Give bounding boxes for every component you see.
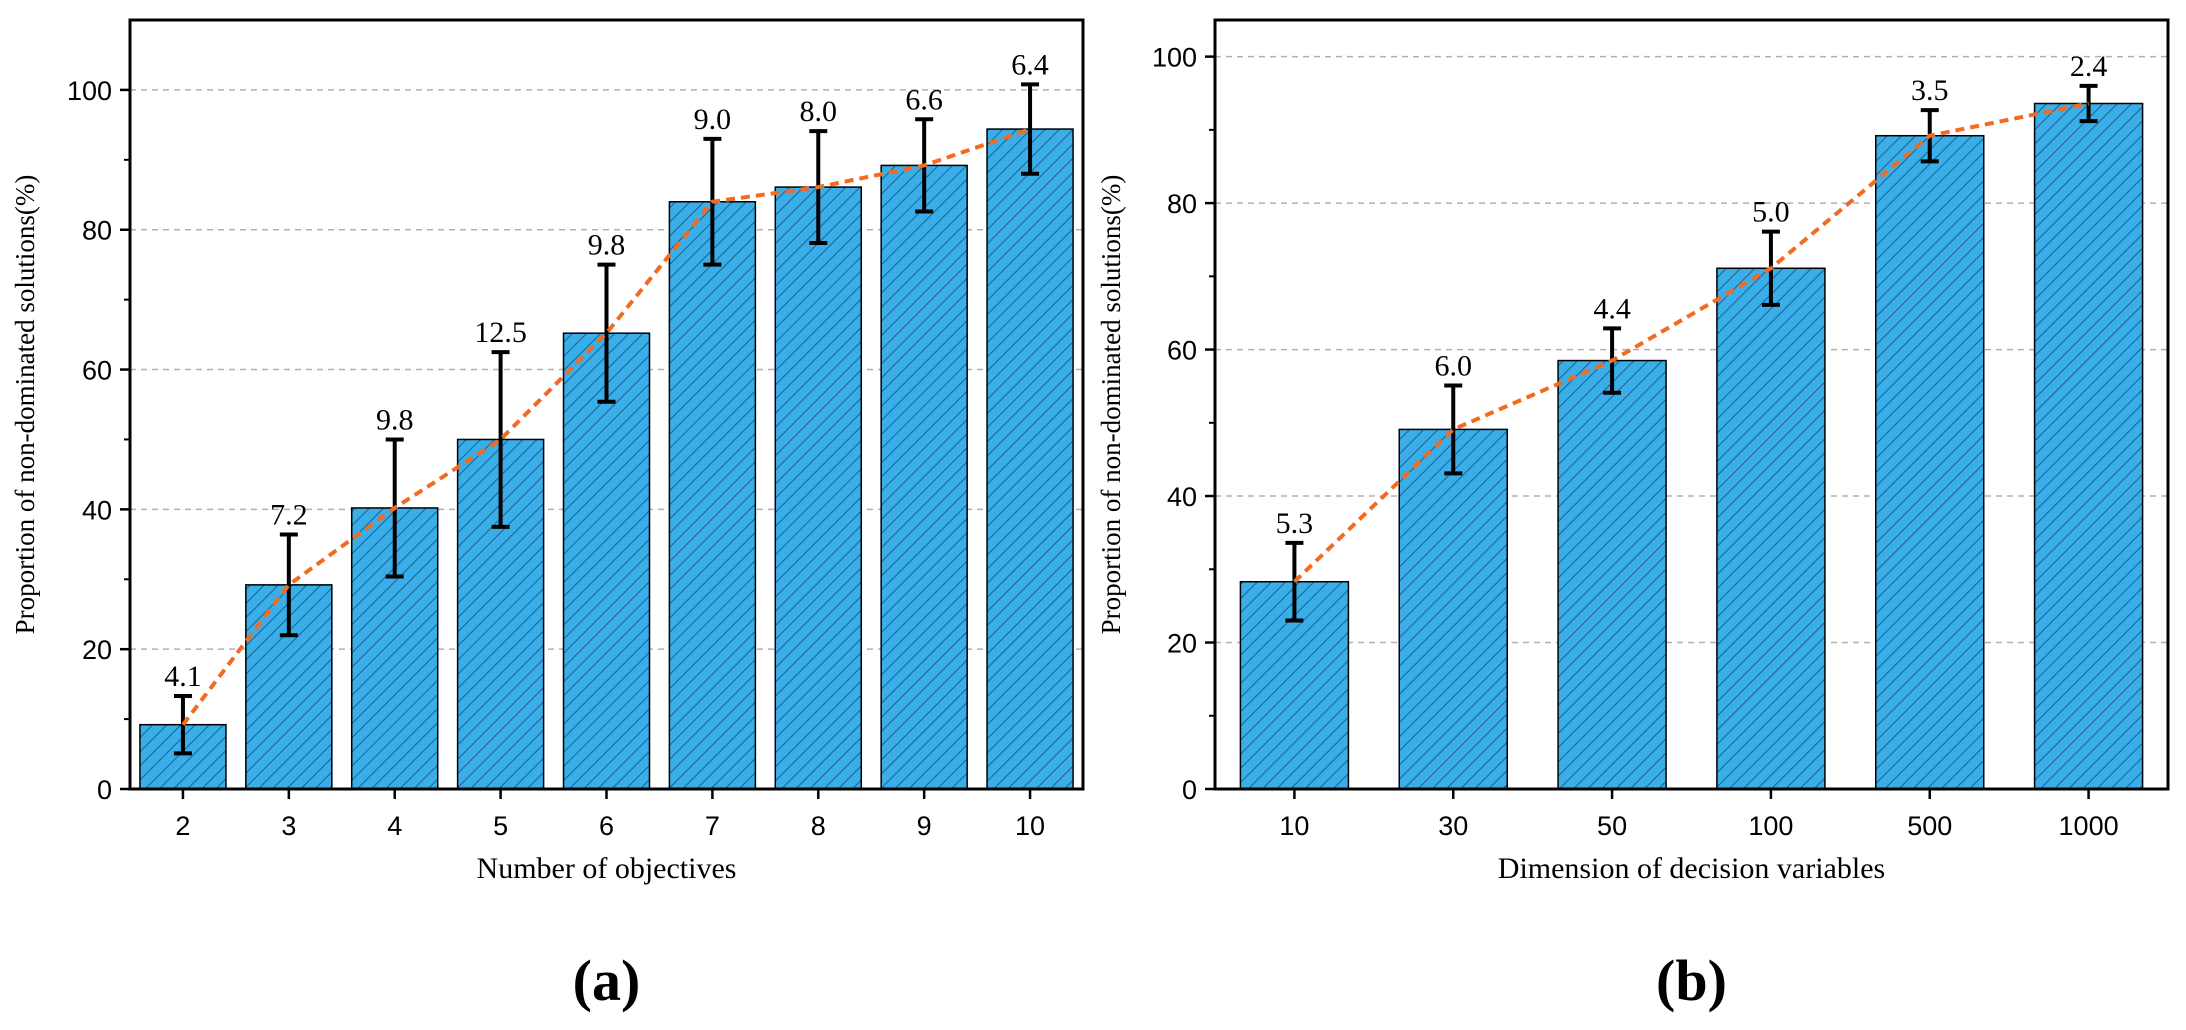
y-tick-label: 0 <box>1182 775 1197 805</box>
trend-line <box>181 127 1031 726</box>
x-tick-label: 100 <box>1748 811 1793 841</box>
y-tick-label: 0 <box>97 775 112 805</box>
x-tick-label: 2 <box>175 811 190 841</box>
data-label: 9.8 <box>376 403 414 436</box>
y-tick-label: 20 <box>1167 629 1197 659</box>
bar <box>2033 102 2144 790</box>
data-label: 3.5 <box>1911 74 1949 107</box>
y-tick-label: 80 <box>82 216 112 246</box>
x-tick-label: 10 <box>1279 811 1309 841</box>
bar <box>880 164 968 790</box>
y-tick-label: 60 <box>1167 336 1197 366</box>
data-label: 6.6 <box>905 83 943 116</box>
y-tick-label: 100 <box>67 76 112 106</box>
data-label: 2.4 <box>2070 50 2108 83</box>
bar <box>1557 359 1667 790</box>
bar <box>774 186 863 790</box>
data-label: 6.0 <box>1435 349 1473 382</box>
data-label: 4.1 <box>164 660 202 693</box>
y-tick-label: 80 <box>1167 189 1197 219</box>
panel-label: (a) <box>573 948 641 1013</box>
x-tick-label: 3 <box>281 811 296 841</box>
y-axis-label: Proportion of non-dominated solutions(%) <box>1096 175 1126 635</box>
chart-panel-a: 4.1 7.2 9.8 12.5 9.8 9.0 8.0 6.6 6.4 0 20 40 60 80 10… <box>10 18 1085 1013</box>
x-tick-label: 6 <box>599 811 614 841</box>
x-tick-label: 500 <box>1907 811 1952 841</box>
bar <box>1875 134 1985 790</box>
y-tick-label: 40 <box>1167 482 1197 512</box>
y-tick-label: 100 <box>1152 43 1197 73</box>
bar <box>986 128 1074 790</box>
x-tick-label: 1000 <box>2059 811 2119 841</box>
data-label: 5.3 <box>1276 507 1314 540</box>
data-label: 8.0 <box>800 95 838 128</box>
y-tick-label: 40 <box>82 495 112 525</box>
chart-panel-b: 5.3 6.0 4.4 5.0 3.5 2.4 0 20 40 60 80 100 10 30 50 100… <box>1096 18 2170 1013</box>
bar <box>668 201 757 790</box>
data-label: 4.4 <box>1593 292 1631 325</box>
y-axis-label: Proportion of non-dominated solutions(%) <box>10 175 40 635</box>
x-tick-label: 50 <box>1597 811 1627 841</box>
x-tick-label: 30 <box>1438 811 1468 841</box>
data-label: 6.4 <box>1011 48 1049 81</box>
x-tick-label: 10 <box>1015 811 1045 841</box>
x-tick-label: 7 <box>705 811 720 841</box>
data-label: 5.0 <box>1752 196 1790 229</box>
panel-label: (b) <box>1656 948 1727 1013</box>
data-label: 9.8 <box>588 229 626 262</box>
trend-line <box>1293 101 2089 584</box>
data-label: 9.0 <box>694 103 732 136</box>
x-tick-label: 8 <box>811 811 826 841</box>
plot-frame <box>1213 18 2170 791</box>
bar <box>1716 267 1826 790</box>
x-tick-label: 5 <box>493 811 508 841</box>
x-axis-label: Dimension of decision variables <box>1498 852 1885 885</box>
x-axis-label: Number of objectives <box>477 852 737 885</box>
y-tick-label: 20 <box>82 635 112 665</box>
data-label: 7.2 <box>270 499 308 532</box>
y-tick-label: 60 <box>82 356 112 386</box>
data-label: 12.5 <box>474 316 527 349</box>
x-tick-label: 4 <box>387 811 402 841</box>
bar <box>1398 428 1508 790</box>
x-tick-label: 9 <box>917 811 932 841</box>
